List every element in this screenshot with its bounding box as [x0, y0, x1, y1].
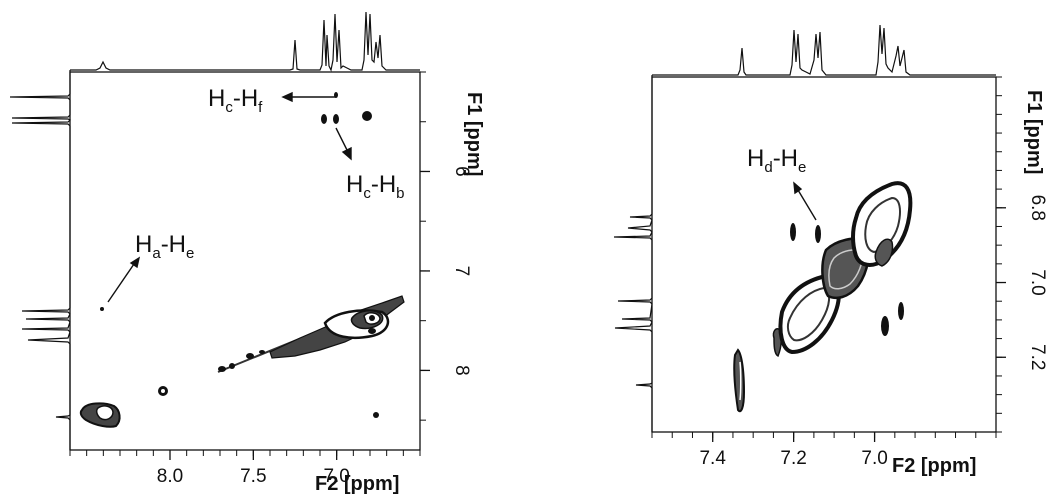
right-x-axis: 7.4 7.2 7.0	[651, 432, 997, 469]
right-top-projection	[652, 24, 996, 76]
right-y-axis-title: F1 [ppm]	[1023, 90, 1045, 174]
right-x-axis-title: F2 [ppm]	[892, 455, 976, 477]
left-y-axis: 6 7 8	[420, 71, 472, 421]
right-diagonal-contours	[733, 181, 913, 413]
left-corner-peak	[79, 402, 121, 428]
left-x-axis: 8.0 7.5 7.0	[69, 450, 421, 487]
left-cross-peaks	[100, 92, 379, 418]
left-plot-area	[69, 71, 421, 451]
right-y-tick-label: 7.2	[1027, 344, 1048, 370]
left-y-tick-label: 8	[451, 365, 472, 376]
left-y-tick-label: 7	[451, 266, 472, 277]
right-x-tick-label: 7.4	[699, 448, 726, 469]
left-x-tick-label: 8.0	[157, 466, 183, 487]
right-cosy-panel: Hd-He F2 [ppm] F1 [ppm] 7.4 7.2 7.0 6.8 7.0…	[613, 24, 1048, 477]
left-x-tick-label: 7.0	[323, 466, 349, 487]
left-diagonal-contours	[158, 295, 405, 396]
left-annotation-ha-he: Ha-He	[135, 231, 194, 262]
left-top-projection	[70, 11, 420, 72]
left-x-tick-label: 7.5	[240, 466, 266, 487]
left-annotation-hc-hf: Hc-Hf	[208, 85, 263, 116]
right-y-tick-label: 6.8	[1027, 195, 1048, 221]
left-annotation-hc-hb: Hc-Hb	[346, 171, 405, 202]
left-annotation-arrows	[107, 91, 352, 303]
right-plot-area	[651, 76, 997, 433]
left-y-axis-title: F1 [ppm]	[463, 92, 485, 176]
right-x-tick-label: 7.2	[780, 448, 806, 469]
right-cross-peaks	[790, 223, 904, 336]
left-x-axis-title: F2 [ppm]	[315, 473, 399, 495]
left-y-tick-label: 6	[451, 166, 472, 177]
right-y-tick-label: 7.0	[1027, 269, 1048, 295]
left-cosy-panel: Hc-Hf Hc-Hb Ha-He F2 [ppm] F1 [ppm] 8.0 7…	[9, 11, 485, 495]
right-annotation-arrow	[793, 181, 817, 221]
right-x-tick-label: 7.0	[861, 448, 887, 469]
right-annotation-hd-he: Hd-He	[747, 145, 806, 176]
right-y-axis: 6.8 7.0 7.2	[996, 76, 1048, 433]
